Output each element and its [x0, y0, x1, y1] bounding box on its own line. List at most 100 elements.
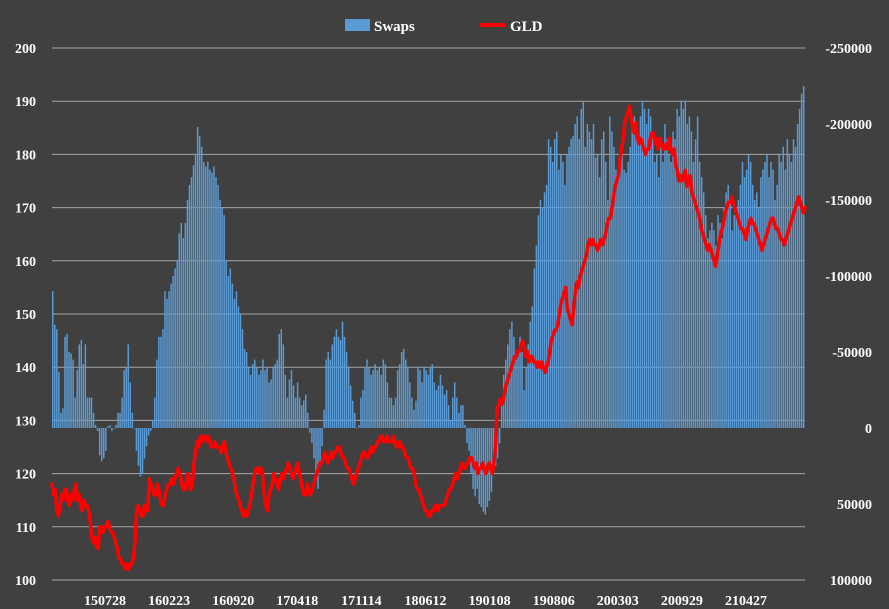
swaps-bar — [98, 428, 101, 456]
x-tick-label: 190806 — [533, 594, 575, 609]
swaps-bar — [719, 222, 721, 428]
swaps-bar — [517, 355, 519, 428]
swaps-bar — [221, 207, 223, 428]
swaps-bar — [425, 370, 427, 428]
swaps-bar — [256, 367, 258, 428]
swaps-bar — [527, 344, 529, 428]
swaps-bar — [560, 154, 562, 428]
swaps-bar — [551, 162, 554, 428]
swaps-bar — [382, 359, 385, 428]
swaps-bar — [258, 374, 260, 428]
swaps-bar — [533, 268, 536, 428]
swaps-bar — [570, 139, 572, 428]
swaps-bar — [296, 382, 299, 428]
swaps-bar — [133, 428, 136, 429]
swaps-bar — [660, 139, 662, 428]
swaps-bar — [229, 268, 232, 428]
swaps-bar — [633, 116, 636, 429]
swaps-bar — [347, 367, 350, 428]
swaps-bar — [427, 374, 429, 428]
swaps-bar — [798, 108, 801, 429]
swaps-bar — [127, 344, 129, 428]
x-tick-label: 150728 — [84, 594, 126, 609]
swaps-bar — [131, 412, 134, 428]
swaps-bar — [743, 177, 746, 428]
swaps-bar — [62, 408, 64, 428]
swaps-bar — [284, 374, 287, 428]
swaps-bar — [670, 162, 672, 428]
right-tick-label: -150000 — [825, 194, 872, 209]
swaps-bar — [311, 428, 313, 444]
left-axis-ticks: 100 110 120 130 140 150 160 170 180 190 200 — [15, 42, 36, 589]
x-tick-label: 180612 — [405, 594, 447, 609]
swaps-bar — [725, 192, 727, 428]
swaps-bar — [741, 162, 744, 428]
x-axis-ticks: 150728 160223 160920 170418 171114 180612 1901… — [84, 594, 767, 609]
swaps-bar — [272, 367, 274, 428]
swaps-bar — [239, 314, 242, 428]
swaps-bar — [107, 426, 109, 428]
swaps-bar — [790, 162, 793, 428]
swaps-bar — [249, 374, 252, 428]
swaps-bar — [113, 428, 115, 429]
swaps-bar — [123, 370, 125, 428]
swaps-bar — [745, 169, 748, 428]
x-tick-label: 200929 — [661, 594, 703, 609]
swaps-bar — [419, 370, 421, 428]
swaps-bar — [531, 306, 534, 428]
swaps-bar — [737, 200, 740, 428]
swaps-bar — [260, 370, 262, 428]
swaps-bar — [74, 397, 76, 428]
swaps-bar — [254, 359, 256, 428]
swaps-bar — [556, 131, 558, 428]
swaps-bar — [756, 192, 758, 428]
swaps-bar — [572, 136, 574, 428]
swaps-bar — [596, 154, 599, 428]
swaps-bar — [576, 116, 578, 429]
swaps-bar — [796, 124, 799, 428]
x-tick-label: 210427 — [725, 594, 767, 609]
swaps-bar — [496, 428, 499, 459]
swaps-bar — [776, 184, 778, 428]
swaps-bar — [341, 321, 344, 428]
left-tick-label: 190 — [15, 95, 36, 110]
swaps-bar — [792, 139, 795, 428]
swaps-bar — [100, 428, 103, 462]
swaps-bar — [611, 131, 613, 428]
swaps-bar — [635, 124, 638, 428]
swaps-bar — [468, 428, 470, 451]
swaps-bar — [194, 154, 197, 428]
swaps-bar — [637, 139, 640, 428]
swaps-bar — [294, 397, 297, 428]
swaps-bar — [219, 200, 221, 428]
swaps-bar — [398, 364, 401, 428]
x-tick-label: 171114 — [341, 594, 381, 609]
swaps-bar — [319, 428, 321, 466]
swaps-bar — [288, 379, 291, 428]
swaps-bar — [523, 390, 525, 428]
left-tick-label: 170 — [15, 202, 36, 217]
swaps-bar — [707, 238, 709, 428]
swaps-bar — [286, 397, 289, 428]
swaps-bar — [786, 139, 789, 428]
swaps-bar — [172, 276, 174, 428]
swaps-bar — [543, 192, 546, 428]
swaps-bar — [186, 200, 189, 428]
swaps-bar — [237, 306, 240, 428]
swaps-bar — [641, 101, 644, 428]
swaps-bar — [178, 233, 180, 428]
swaps-bar — [774, 200, 776, 428]
swaps-bar — [476, 428, 478, 489]
swaps-bar — [458, 412, 460, 428]
swaps-bar — [770, 162, 772, 428]
swaps-bar — [174, 268, 176, 428]
swaps-bar — [402, 348, 405, 428]
swaps-bar — [290, 370, 293, 428]
swaps-bar — [207, 162, 209, 428]
swaps-bar — [649, 116, 652, 429]
swaps-bar — [643, 108, 646, 429]
swaps-bar — [323, 409, 325, 428]
swaps-bar — [592, 124, 595, 428]
swaps-bar — [672, 131, 674, 428]
swaps-bar — [666, 139, 668, 428]
